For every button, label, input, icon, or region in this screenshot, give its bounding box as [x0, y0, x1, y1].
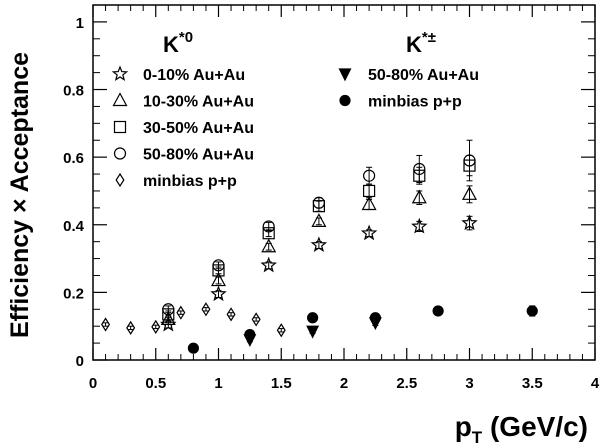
data-point [363, 184, 376, 198]
data-point [312, 196, 325, 209]
x-axis-title-main: p [455, 411, 472, 442]
x-axis-title-unit: (GeV/c) [482, 411, 588, 442]
legend-group-title-k0-main: K [163, 32, 179, 57]
data-point [463, 154, 476, 167]
data-point [251, 312, 261, 327]
legend-marker [111, 65, 129, 82]
data-point [226, 307, 236, 322]
x-tick-label: 3.5 [522, 375, 543, 392]
x-tick-label: 0 [89, 375, 97, 392]
legend-group-title-kpm-main: K [406, 32, 422, 57]
data-point [411, 217, 428, 234]
data-point [526, 305, 538, 317]
y-axis-title-text: Efficiency × Acceptance [6, 52, 34, 338]
data-point [160, 311, 176, 326]
x-tick-label: 3 [465, 375, 473, 392]
series-6 [187, 305, 538, 354]
data-point [201, 302, 211, 317]
x-tick-label: 1.5 [271, 375, 292, 392]
y-tick-label: 0 [76, 353, 84, 370]
data-point [260, 256, 277, 273]
y-tick-label: 0.8 [63, 83, 84, 100]
x-tick-label: 1 [214, 375, 222, 392]
data-point [360, 224, 378, 241]
data-point [306, 325, 320, 339]
x-tick-label: 4 [591, 375, 600, 392]
data-point [411, 189, 427, 204]
data-point [162, 303, 175, 316]
data-point [126, 320, 136, 336]
legend-marker [339, 94, 351, 107]
data-point [244, 329, 256, 341]
y-tick-label: 0.2 [63, 285, 84, 302]
legend-marker [115, 172, 125, 188]
legend-label: 0-10% Au+Au [143, 67, 245, 84]
legend-group-title-k0: K*0 [163, 29, 193, 57]
x-tick-label: 2 [340, 375, 348, 392]
data-point [461, 214, 478, 231]
data-point [307, 312, 319, 324]
data-point [212, 259, 225, 272]
data-points [101, 139, 538, 354]
axis-tick-labels: 0 0.5 1 1.5 2 2.5 3 3.5 4 0 0.2 0.4 0.6 0.8 1 [63, 15, 600, 392]
data-point [276, 323, 286, 338]
legend-label: 50-80% Au+Au [368, 67, 479, 84]
series-3 [162, 139, 476, 316]
legend-marker [338, 68, 352, 82]
legend: 0-10% Au+Au 10-30% Au+Au 30-50% Au+Au 50-80… [111, 65, 479, 190]
series-4 [101, 302, 286, 338]
data-point [151, 319, 161, 334]
data-point [413, 162, 426, 176]
data-point [210, 272, 227, 287]
legend-label: 10-30% Au+Au [143, 94, 254, 111]
data-point [176, 305, 186, 320]
legend-label: 50-80% Au+Au [143, 147, 254, 164]
y-tick-label: 1 [76, 15, 84, 32]
legend-marker [113, 120, 127, 134]
data-point [187, 342, 199, 354]
data-point [363, 169, 376, 182]
axis-ticks [92, 5, 596, 361]
legend-marker [113, 147, 127, 160]
legend-label: minbias p+p [143, 173, 237, 190]
legend-group-title-kpm-sup: *± [422, 29, 436, 46]
x-axis-title-sub: T [472, 428, 483, 447]
y-axis-title: Efficiency × Acceptance [6, 52, 34, 338]
legend-label: minbias p+p [368, 94, 462, 111]
x-tick-label: 0.5 [145, 375, 166, 392]
data-point [262, 220, 275, 233]
data-point [210, 285, 227, 302]
y-tick-label: 0.6 [63, 150, 84, 167]
legend-group-title-k0-sup: *0 [179, 29, 193, 46]
data-point [261, 238, 277, 253]
x-axis-title: pT (GeV/c) [455, 411, 588, 447]
series-0 [160, 214, 478, 332]
legend-group-title-kpm: K*± [406, 29, 436, 57]
data-point [311, 213, 327, 227]
data-point [310, 236, 328, 253]
data-point [101, 317, 111, 332]
legend-label: 30-50% Au+Au [143, 120, 254, 137]
data-point [369, 312, 381, 324]
x-tick-label: 2.5 [396, 375, 417, 392]
legend-marker [112, 92, 128, 107]
data-point [461, 186, 478, 200]
data-point [361, 196, 377, 211]
y-tick-label: 0.4 [63, 218, 85, 235]
data-point [432, 305, 444, 317]
